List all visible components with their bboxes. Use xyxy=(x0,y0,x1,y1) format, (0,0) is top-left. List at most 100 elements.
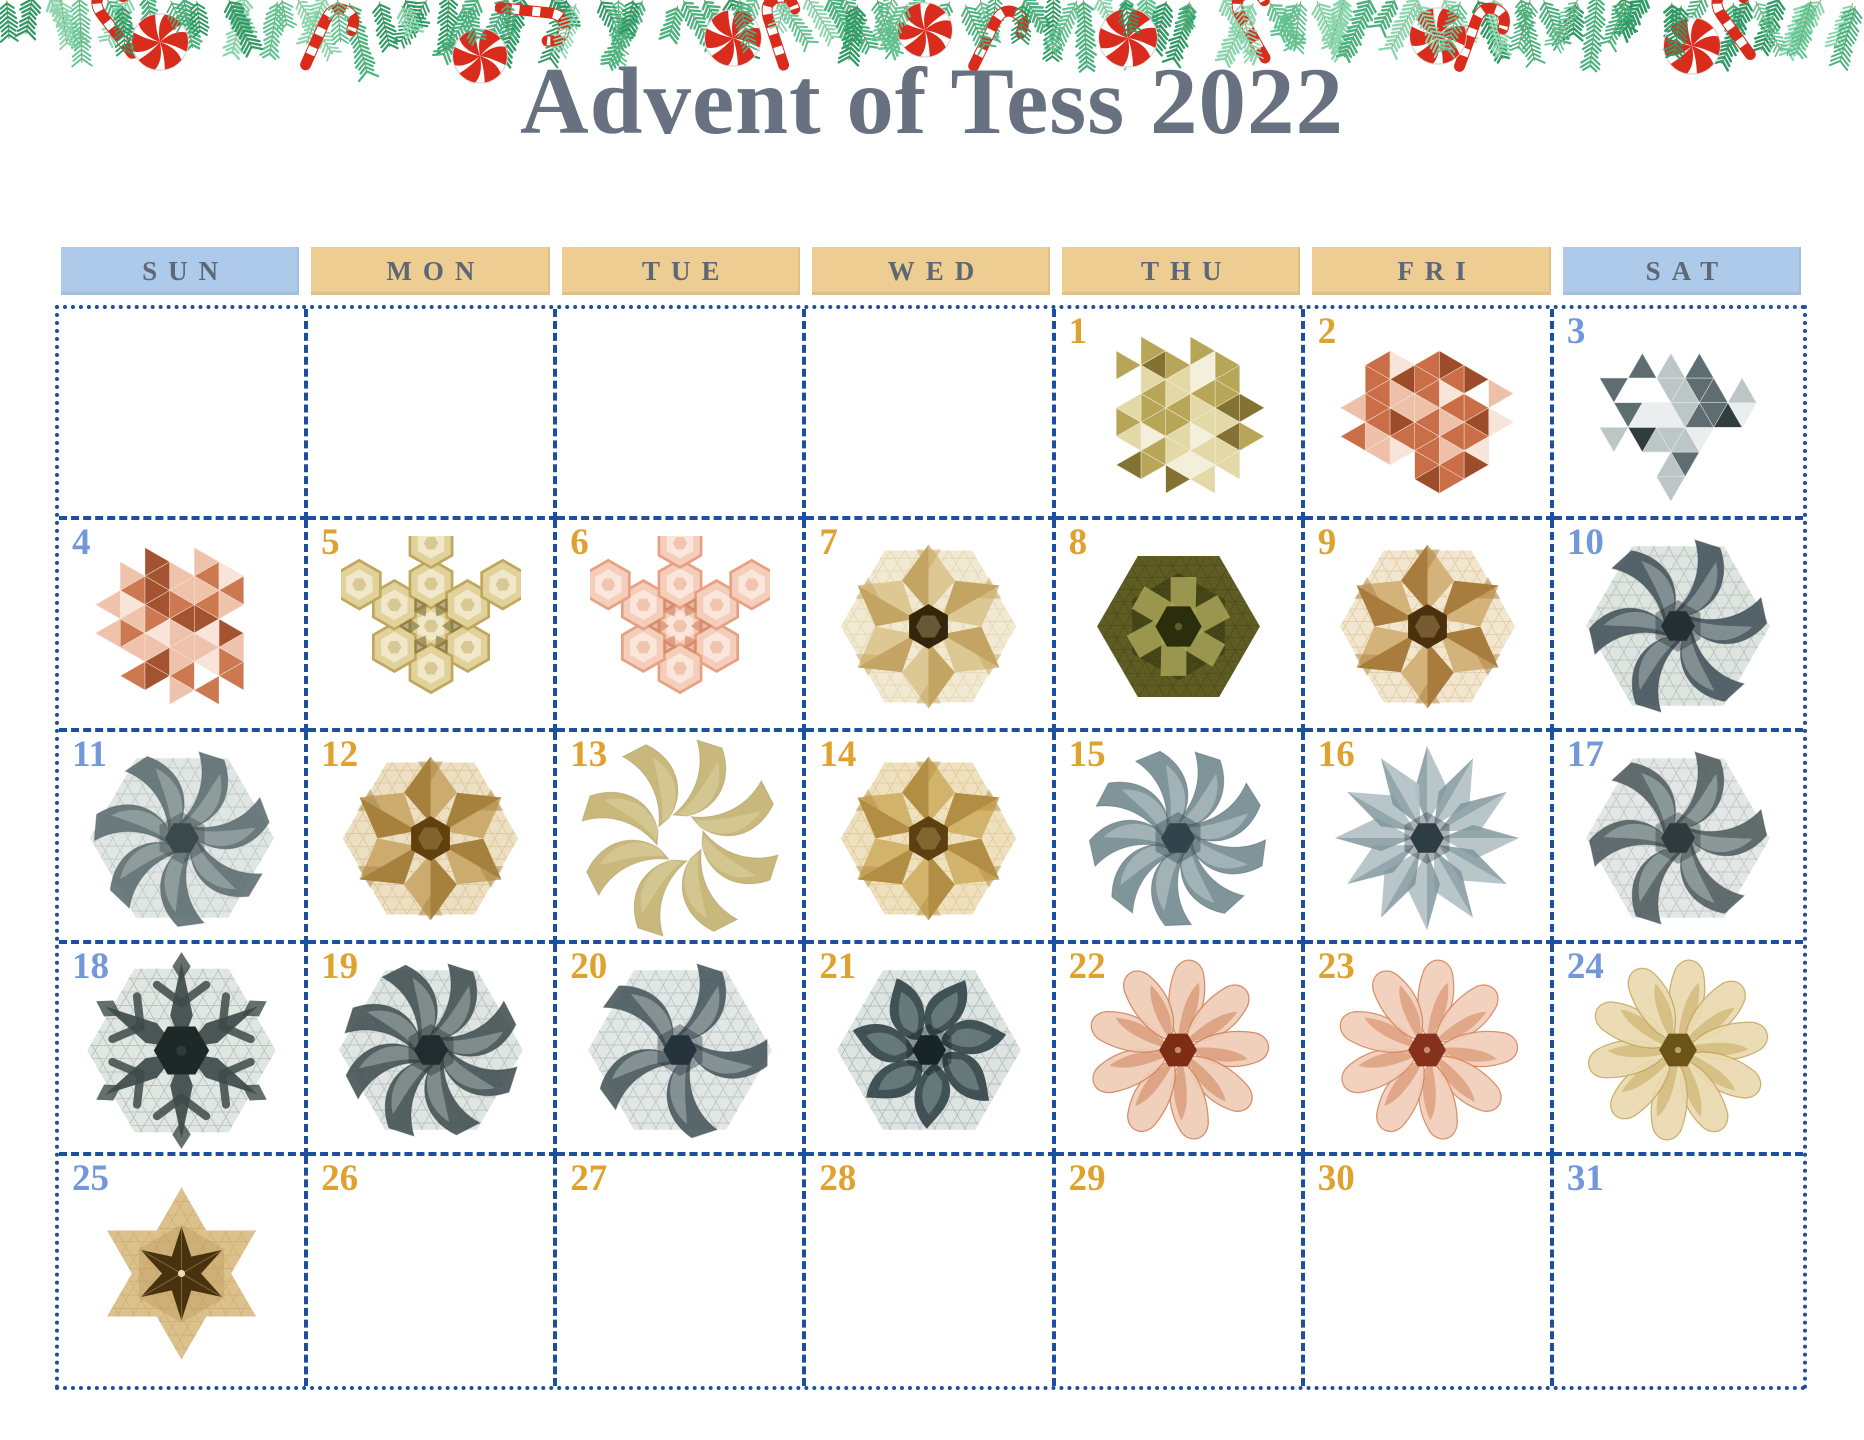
pine-branch-icon xyxy=(1270,2,1301,44)
day-cell-20[interactable]: 20 xyxy=(557,944,807,1156)
tessellation-image-day-21 xyxy=(806,944,1051,1152)
day-number: 3 xyxy=(1566,311,1586,352)
tessellation-image-day-12 xyxy=(308,732,553,940)
day-cell-8[interactable]: 8 xyxy=(1055,520,1305,732)
day-number: 12 xyxy=(321,734,359,775)
day-number: 22 xyxy=(1068,946,1106,987)
pine-branch-icon xyxy=(1435,1,1468,59)
pine-branch-icon xyxy=(51,0,76,51)
pine-branch-icon xyxy=(1161,3,1196,69)
pine-branch-icon xyxy=(1378,0,1423,60)
day-cell-12[interactable]: 12 xyxy=(308,732,558,944)
tessellation-image-day-17 xyxy=(1554,732,1803,940)
day-cell-30[interactable]: 30 xyxy=(1305,1156,1554,1386)
day-cell-5[interactable]: 5 xyxy=(308,520,558,732)
weekday-header-sat: SAT xyxy=(1562,247,1801,295)
tessellation-image-day-3 xyxy=(1554,309,1803,516)
day-cell-23[interactable]: 23 xyxy=(1304,944,1554,1156)
day-number: 27 xyxy=(570,1158,608,1199)
pine-branch-icon xyxy=(874,4,911,51)
day-cell-13[interactable]: 13 xyxy=(557,732,807,944)
day-cell-31[interactable]: 31 xyxy=(1554,1156,1803,1386)
tessellation-image-day-24 xyxy=(1554,944,1803,1152)
pine-branch-icon xyxy=(1020,0,1052,34)
day-cell-10[interactable]: 10 xyxy=(1553,520,1803,732)
pine-branch-icon xyxy=(1828,5,1863,71)
candy-cane-icon xyxy=(1453,2,1510,72)
day-number: 30 xyxy=(1317,1158,1355,1199)
tessellation-image-day-15 xyxy=(1056,732,1301,940)
tessellation-image-day-7 xyxy=(806,520,1051,728)
day-cell-6[interactable]: 6 xyxy=(557,520,807,732)
day-number: 20 xyxy=(570,946,608,987)
pine-branch-icon xyxy=(1367,0,1399,38)
day-cell-17[interactable]: 17 xyxy=(1553,732,1803,944)
day-number: 17 xyxy=(1566,734,1604,775)
day-number: 2 xyxy=(1317,311,1337,352)
tessellation-image-day-1 xyxy=(1056,309,1301,516)
day-number: 7 xyxy=(819,522,838,563)
tessellation-image-day-9 xyxy=(1305,520,1550,728)
day-cell-3[interactable]: 3 xyxy=(1553,309,1803,520)
pine-branch-icon xyxy=(618,0,640,37)
candy-cane-icon xyxy=(1711,0,1756,61)
day-number: 1 xyxy=(1068,311,1088,352)
day-cell-28[interactable]: 28 xyxy=(806,1156,1056,1386)
weekday-header-mon: MON xyxy=(311,247,550,295)
pine-branch-icon xyxy=(1175,1,1197,34)
candy-cane-icon xyxy=(91,0,138,59)
day-number: 26 xyxy=(321,1158,359,1199)
christmas-garland xyxy=(0,0,1863,84)
pine-branch-icon xyxy=(1010,2,1032,45)
day-cell-9[interactable]: 9 xyxy=(1304,520,1554,732)
pine-branch-icon xyxy=(1335,0,1377,64)
day-cell-4[interactable]: 4 xyxy=(59,520,309,732)
day-cell-11[interactable]: 11 xyxy=(59,732,309,944)
pine-branch-icon xyxy=(767,0,792,34)
pine-branch-icon xyxy=(960,4,997,56)
day-number: 18 xyxy=(72,946,109,987)
day-cell-2[interactable]: 2 xyxy=(1304,309,1554,520)
pine-branch-icon xyxy=(69,0,93,68)
day-cell-21[interactable]: 21 xyxy=(806,944,1056,1156)
day-cell-26[interactable]: 26 xyxy=(308,1156,558,1386)
pine-branch-icon xyxy=(549,3,581,59)
day-cell-19[interactable]: 19 xyxy=(308,944,558,1156)
day-cell-27[interactable]: 27 xyxy=(557,1156,807,1386)
pine-branch-icon xyxy=(372,1,399,53)
pine-branch-icon xyxy=(658,5,685,45)
pine-branch-icon xyxy=(189,0,210,38)
day-cell-18[interactable]: 18 xyxy=(59,944,309,1156)
day-number: 16 xyxy=(1317,734,1355,775)
day-cell-14[interactable]: 14 xyxy=(806,732,1056,944)
day-number: 11 xyxy=(72,734,107,775)
day-number: 6 xyxy=(570,522,589,563)
day-cell-22[interactable]: 22 xyxy=(1055,944,1305,1156)
empty-day-cell xyxy=(59,309,309,520)
tessellation-image-day-2 xyxy=(1305,309,1550,516)
candy-cane-icon xyxy=(1231,0,1271,64)
day-cell-1[interactable]: 1 xyxy=(1055,309,1305,520)
weekday-header-sun: SUN xyxy=(61,247,300,295)
day-cell-24[interactable]: 24 xyxy=(1553,944,1803,1156)
tessellation-image-day-18 xyxy=(59,944,304,1152)
day-number: 15 xyxy=(1068,734,1106,775)
pine-branch-icon xyxy=(1579,0,1606,73)
pine-branch-icon xyxy=(0,0,19,43)
tessellation-image-day-25 xyxy=(59,1156,304,1386)
pine-branch-icon xyxy=(327,0,350,46)
tessellation-image-day-5 xyxy=(308,520,553,728)
day-number: 13 xyxy=(570,734,608,775)
day-cell-29[interactable]: 29 xyxy=(1056,1156,1305,1386)
pine-branch-icon xyxy=(1664,5,1689,61)
day-cell-16[interactable]: 16 xyxy=(1304,732,1554,944)
day-number: 8 xyxy=(1068,522,1088,563)
day-cell-25[interactable]: 25 xyxy=(59,1156,309,1386)
day-number: 29 xyxy=(1068,1158,1106,1199)
day-cell-15[interactable]: 15 xyxy=(1055,732,1305,944)
tessellation-image-day-11 xyxy=(59,732,304,940)
day-number: 21 xyxy=(819,946,857,987)
weekday-header-row: SUN MON TUE WED THU FRI SAT xyxy=(55,247,1807,295)
day-cell-7[interactable]: 7 xyxy=(806,520,1056,732)
